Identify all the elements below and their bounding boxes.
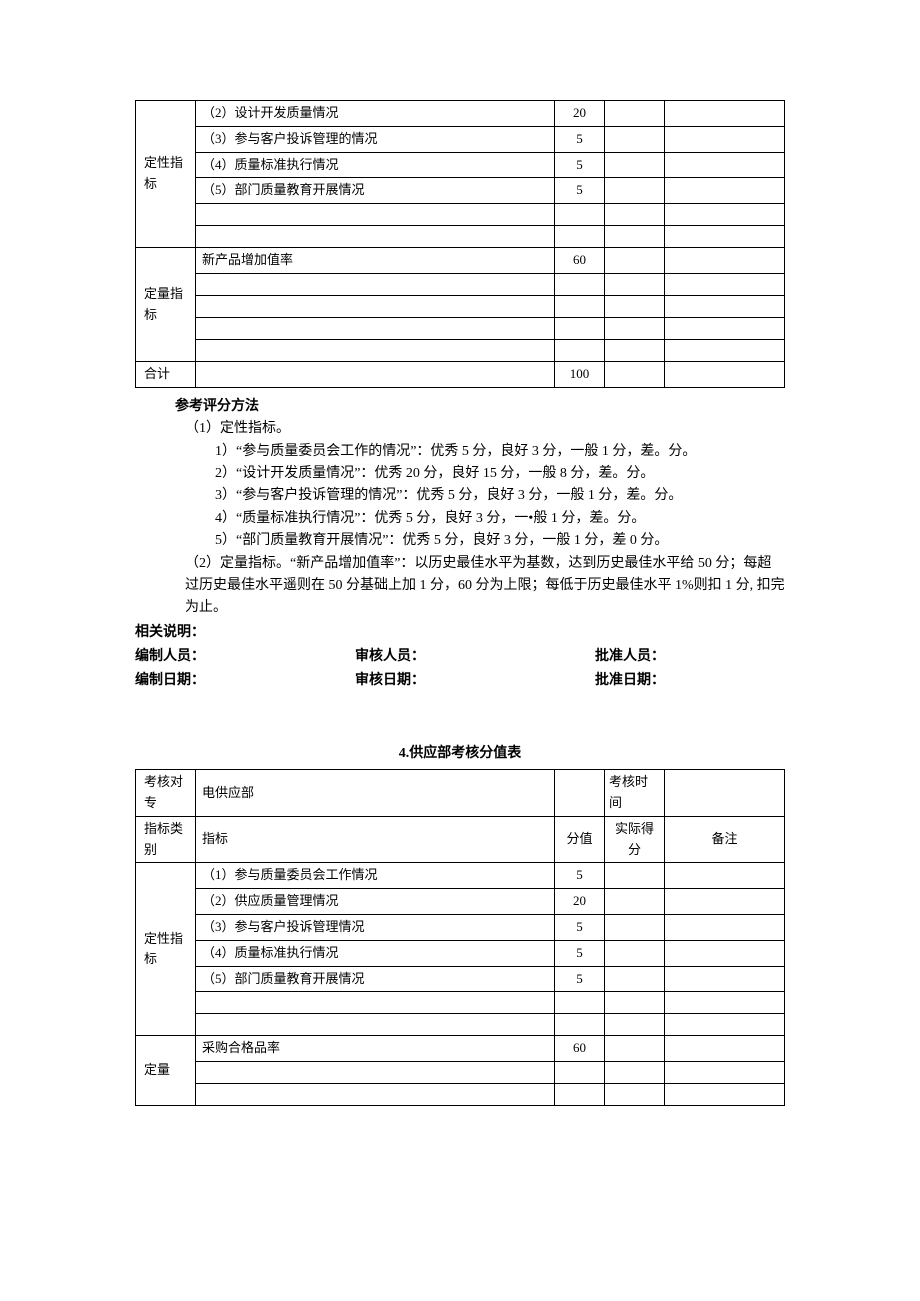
score-cell: 5 (555, 966, 605, 992)
indicator-cell: （3）参与客户投诉管理情况 (196, 915, 555, 941)
table-row (136, 339, 785, 361)
indicator-cell: （5）部门质量教育开展情况 (196, 966, 555, 992)
table-row: （5）部门质量教育开展情况 5 (136, 966, 785, 992)
subject-value: 电供应部 (196, 770, 555, 817)
score-cell: 60 (555, 1036, 605, 1062)
indicator-cell: （2）设计开发质量情况 (196, 101, 555, 127)
table-row (136, 226, 785, 248)
notes-label: 相关说明： (135, 622, 785, 644)
table-row: 定性指标 （1）参与质量委员会工作情况 5 (136, 863, 785, 889)
evaluation-table-1: 定性指标 （2）设计开发质量情况 20 （3）参与客户投诉管理的情况 5 （4）… (135, 100, 785, 388)
table-row (136, 1014, 785, 1036)
scoring-item: 4）“质量标准执行情况”：优秀 5 分，良好 3 分，一•般 1 分，差。分。 (215, 508, 785, 530)
table-row (136, 992, 785, 1014)
quantitative-label: 定量指标 (144, 286, 183, 322)
preparer-label: 编制人员： (135, 646, 355, 668)
total-score: 100 (555, 361, 605, 387)
indicator-cell: 采购合格品率 (196, 1036, 555, 1062)
qualitative-label: 定性指标 (144, 931, 183, 967)
qualitative-label: 定性指标 (144, 155, 183, 191)
time-label: 考核时间 (605, 770, 665, 817)
approver-label: 批准人员： (595, 646, 785, 668)
qual-header: （1）定性指标。 (185, 418, 785, 440)
quant-paragraph: （2）定量指标。“新产品增加值率”：以历史最佳水平为基数，达到历史最佳水平给 5… (185, 553, 785, 620)
score-cell: 5 (555, 915, 605, 941)
signature-row: 编制人员： 审核人员： 批准人员： (135, 646, 785, 668)
quantitative-label: 定量 (144, 1062, 170, 1077)
header-indicator: 指标 (196, 816, 555, 863)
subject-label: 考核对专 (136, 770, 196, 817)
indicator-cell: （1）参与质量委员会工作情况 (196, 863, 555, 889)
evaluation-table-2: 考核对专 电供应部 考核时间 指标类别 指标 分值 实际得分 备注 定性指标 （… (135, 769, 785, 1106)
table-row (136, 1062, 785, 1084)
subject-row: 考核对专 电供应部 考核时间 (136, 770, 785, 817)
approve-date-label: 批准日期： (595, 670, 785, 692)
table-row: 定性指标 （2）设计开发质量情况 20 (136, 101, 785, 127)
table-row: （3）参与客户投诉管理的情况 5 (136, 126, 785, 152)
indicator-cell: （2）供应质量管理情况 (196, 889, 555, 915)
score-cell: 60 (555, 248, 605, 274)
score-cell: 5 (555, 178, 605, 204)
indicator-cell: （5）部门质量教育开展情况 (196, 178, 555, 204)
table-row (136, 295, 785, 317)
table-row: （4）质量标准执行情况 5 (136, 940, 785, 966)
scoring-item: 1）“参与质量委员会工作的情况”：优秀 5 分，良好 3 分，一般 1 分，差。… (215, 441, 785, 463)
scoring-title: 参考评分方法 (175, 396, 785, 418)
actual-cell (605, 101, 665, 127)
review-date-label: 审核日期： (355, 670, 595, 692)
reviewer-label: 审核人员： (355, 646, 595, 668)
scoring-item: 2）“设计开发质量情况”：优秀 20 分，良好 15 分，一般 8 分，差。分。 (215, 463, 785, 485)
table-row: （2）供应质量管理情况 20 (136, 889, 785, 915)
date-row: 编制日期： 审核日期： 批准日期： (135, 670, 785, 692)
score-cell: 5 (555, 863, 605, 889)
table-row: （4）质量标准执行情况 5 (136, 152, 785, 178)
table-row: 定量指标 新产品增加值率 60 (136, 248, 785, 274)
score-cell: 20 (555, 101, 605, 127)
table2-title: 4.供应部考核分值表 (135, 743, 785, 765)
table-row: （3）参与客户投诉管理情况 5 (136, 915, 785, 941)
table-row (136, 317, 785, 339)
header-category: 指标类别 (136, 816, 196, 863)
prep-date-label: 编制日期： (135, 670, 355, 692)
header-remark: 备注 (665, 816, 785, 863)
scoring-item: 3）“参与客户投诉管理的情况”：优秀 5 分，良好 3 分，一般 1 分，差。分… (215, 485, 785, 507)
score-cell: 5 (555, 126, 605, 152)
header-row: 指标类别 指标 分值 实际得分 备注 (136, 816, 785, 863)
table-row (136, 204, 785, 226)
indicator-cell: （3）参与客户投诉管理的情况 (196, 126, 555, 152)
indicator-cell: （4）质量标准执行情况 (196, 940, 555, 966)
score-cell: 5 (555, 940, 605, 966)
header-actual: 实际得分 (605, 816, 665, 863)
header-score: 分值 (555, 816, 605, 863)
score-cell: 20 (555, 889, 605, 915)
indicator-cell: 新产品增加值率 (196, 248, 555, 274)
table-row (136, 273, 785, 295)
table-row: （5）部门质量教育开展情况 5 (136, 178, 785, 204)
scoring-item: 5）“部门质量教育开展情况”：优秀 5 分，良好 3 分，一般 1 分，差 0 … (215, 530, 785, 552)
table-row: 定量 采购合格品率 60 (136, 1036, 785, 1062)
total-label: 合计 (136, 361, 196, 387)
score-cell: 5 (555, 152, 605, 178)
remark-cell (665, 101, 785, 127)
indicator-cell: （4）质量标准执行情况 (196, 152, 555, 178)
table-row (136, 1084, 785, 1106)
total-row: 合计 100 (136, 361, 785, 387)
